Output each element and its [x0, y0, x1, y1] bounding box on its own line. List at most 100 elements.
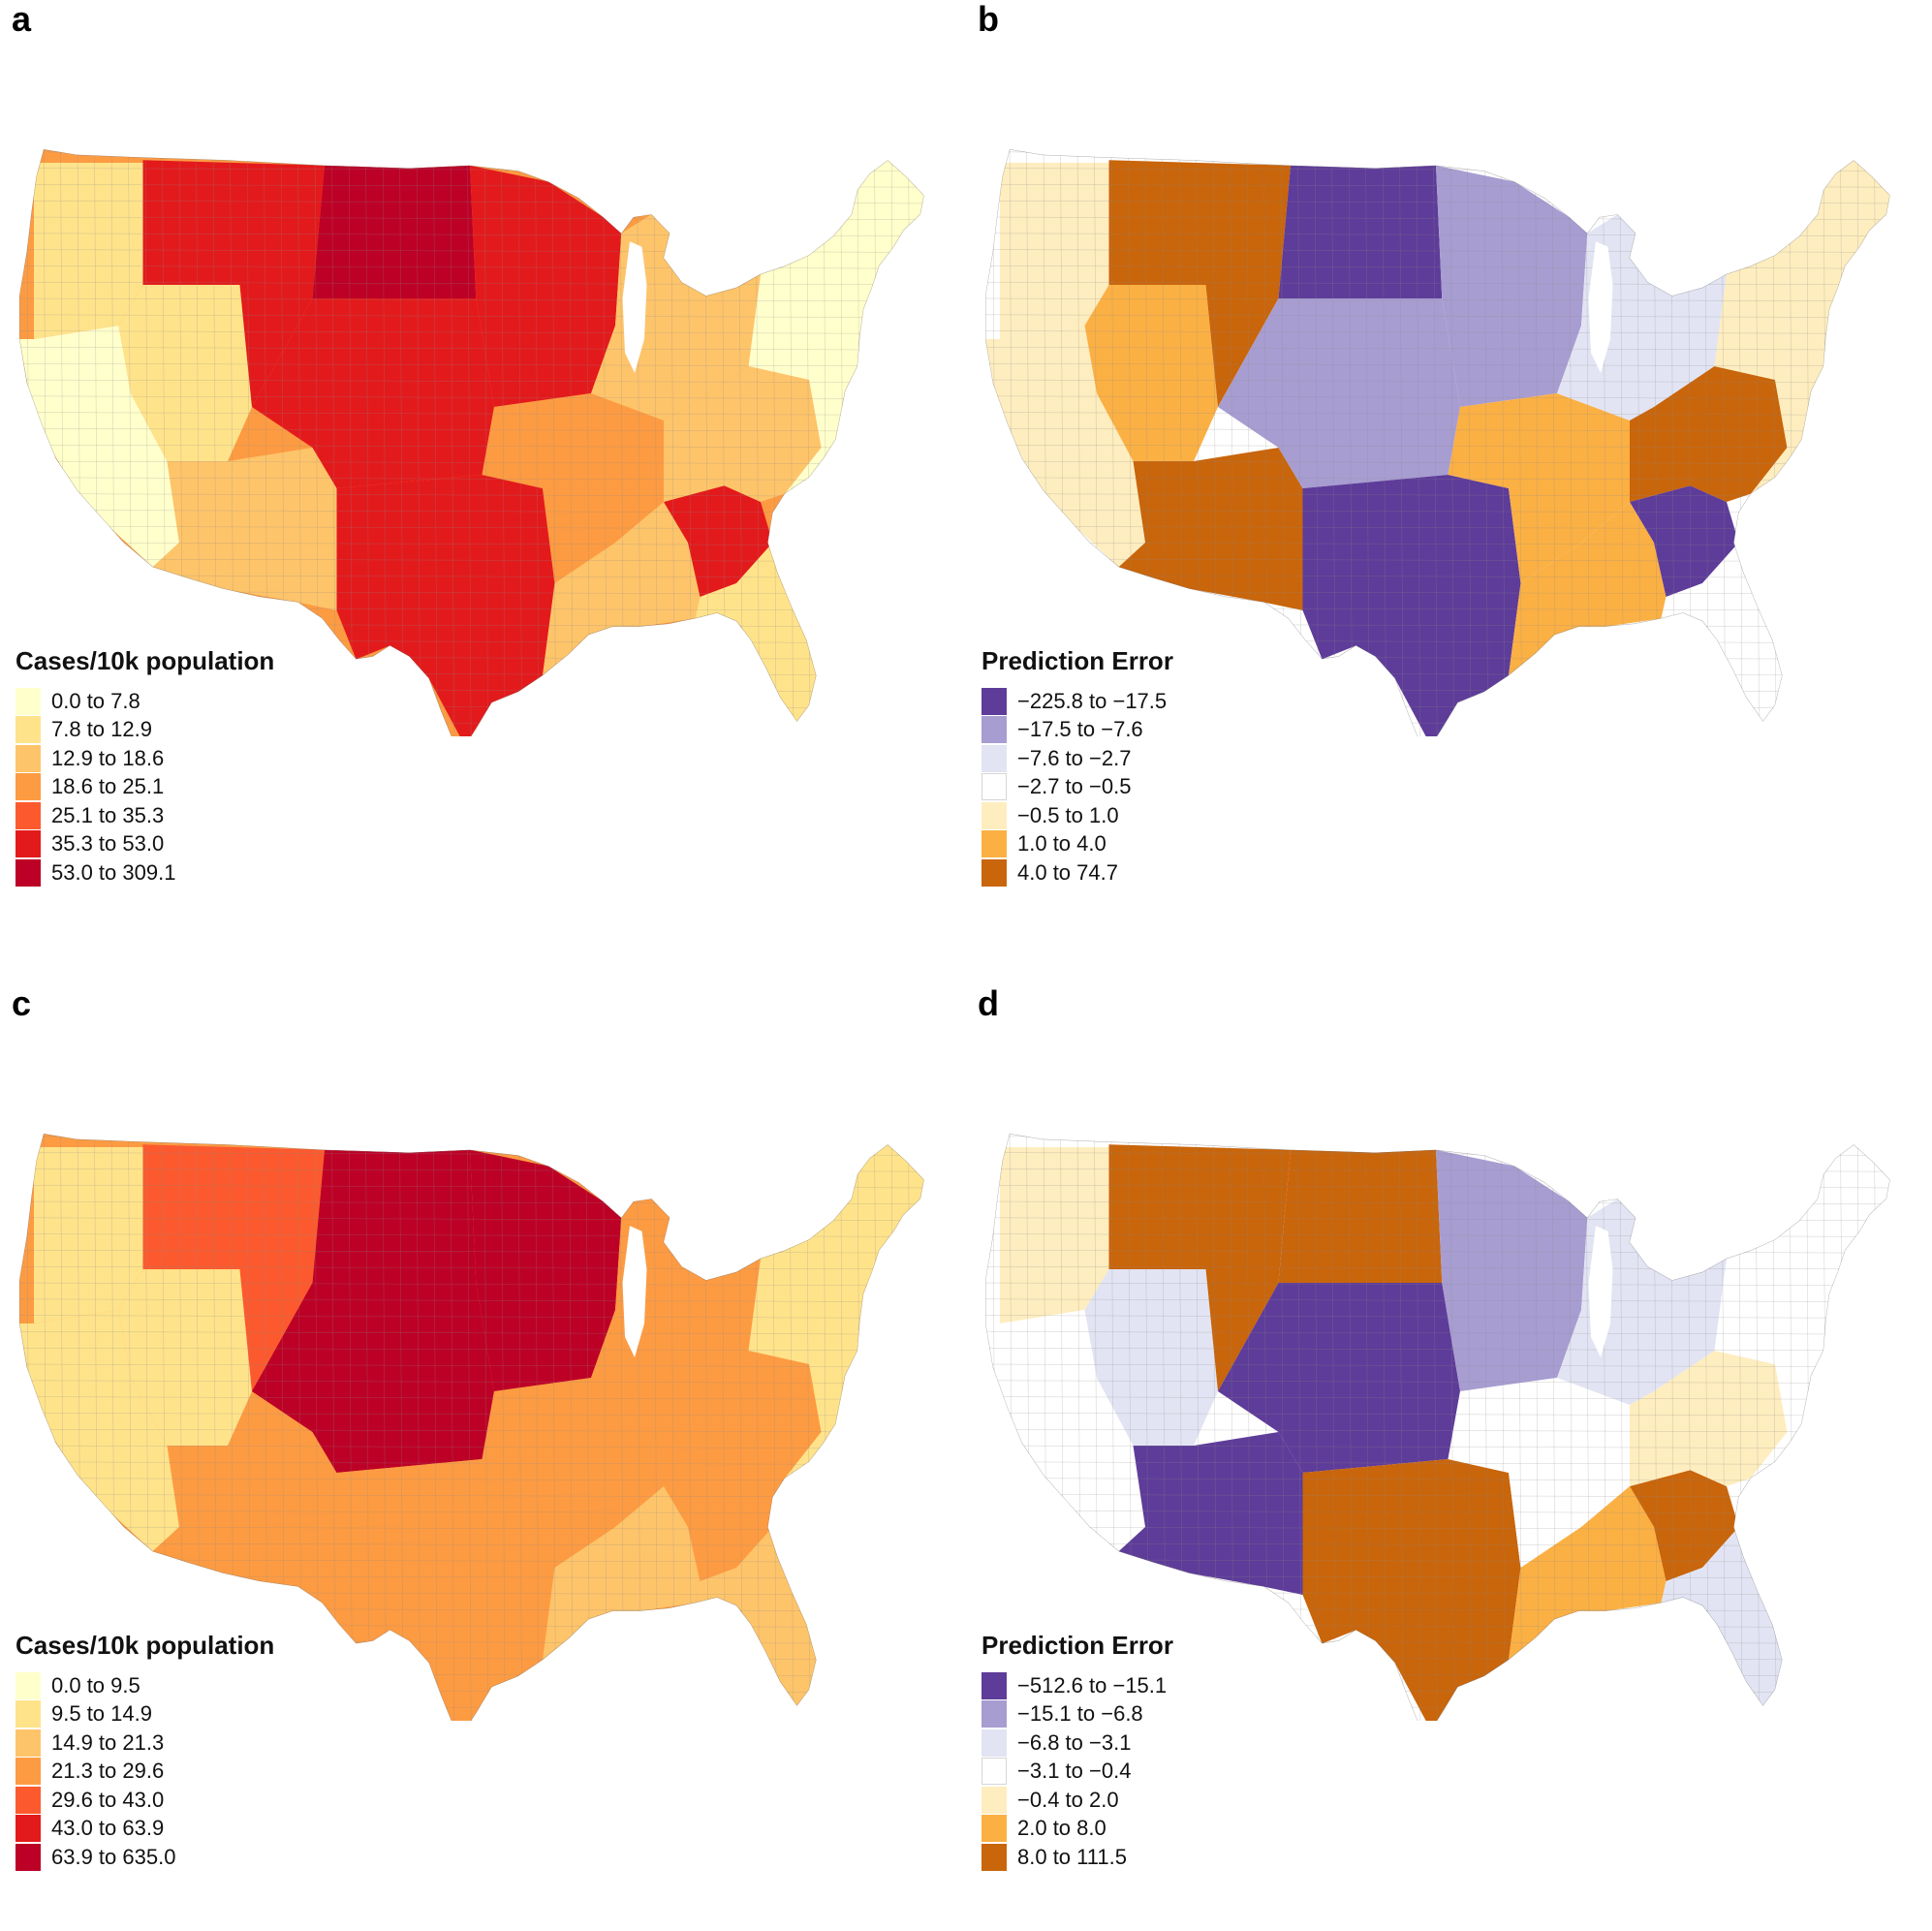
region-west-coast — [19, 326, 179, 568]
region-southeast — [1509, 1486, 1667, 1661]
legend-swatch — [16, 716, 41, 744]
legend-label: 29.6 to 43.0 — [51, 1787, 165, 1812]
us-county-choropleth-map — [985, 1133, 1890, 1721]
legend-item: −0.4 to 2.0 — [982, 1786, 1173, 1815]
region-appalachia — [664, 366, 822, 502]
legend-item: 1.0 to 4.0 — [982, 830, 1173, 859]
legend-swatch — [982, 830, 1007, 858]
legend-label: 14.9 to 21.3 — [51, 1729, 165, 1755]
legend-item: −6.8 to −3.1 — [982, 1729, 1173, 1758]
legend-label: 25.1 to 35.3 — [51, 802, 165, 827]
legend-swatch — [16, 1671, 41, 1699]
lake-michigan — [1588, 1226, 1613, 1357]
legend-item: −0.5 to 1.0 — [982, 801, 1173, 830]
legend-item: −17.5 to −7.6 — [982, 716, 1173, 745]
legend-label: −17.5 to −7.6 — [1017, 717, 1143, 742]
region-upper-midwest — [1436, 165, 1588, 407]
legend: Prediction Error −512.6 to −15.1 −15.1 t… — [982, 1629, 1173, 1872]
region-southwest — [152, 448, 337, 610]
us-border — [985, 148, 1890, 736]
region-upper-midwest — [1436, 1149, 1588, 1391]
legend-title: Cases/10k population — [16, 1631, 275, 1660]
legend-item: 18.6 to 25.1 — [16, 773, 274, 802]
panel-label: c — [12, 983, 32, 1023]
region-rockies-north — [142, 1144, 325, 1391]
legend-item: 29.6 to 43.0 — [16, 1786, 274, 1815]
region-southwest — [152, 1432, 337, 1595]
legend-item: 21.3 to 29.6 — [16, 1758, 274, 1787]
legend-swatch — [982, 1700, 1007, 1729]
us-county-choropleth-map — [19, 1133, 924, 1721]
legend-label: 53.0 to 309.1 — [51, 859, 176, 885]
region-mid-south — [1448, 1378, 1630, 1568]
region-upper-midwest — [470, 165, 622, 407]
region-west-coast — [19, 1310, 179, 1552]
legend-label: 63.9 to 635.0 — [51, 1844, 176, 1869]
legend-item: 25.1 to 35.3 — [16, 801, 274, 830]
region-rockies-north — [1108, 160, 1291, 407]
legend-item: −512.6 to −15.1 — [982, 1671, 1173, 1700]
legend-label: 8.0 to 111.5 — [1017, 1844, 1127, 1869]
us-border — [19, 148, 924, 736]
legend-label: 0.0 to 9.5 — [51, 1672, 140, 1697]
legend-item: −3.1 to −0.4 — [982, 1758, 1173, 1787]
region-northeast — [1714, 1144, 1890, 1479]
legend-swatch — [16, 1758, 41, 1786]
legend-swatch — [982, 801, 1007, 829]
region-florida — [695, 543, 817, 722]
region-central-plains — [252, 1283, 494, 1473]
region-appalachia — [664, 1351, 822, 1486]
legend-label: 43.0 to 63.9 — [51, 1816, 165, 1841]
legend-swatch — [982, 744, 1007, 772]
legend-label: 1.0 to 4.0 — [1017, 831, 1106, 856]
legend-item: −7.6 to −2.7 — [982, 744, 1173, 773]
legend-item: −225.8 to −17.5 — [982, 687, 1173, 716]
legend-label: 4.0 to 74.7 — [1017, 859, 1118, 885]
legend-swatch — [16, 1729, 41, 1757]
legend-label: −15.1 to −6.8 — [1017, 1701, 1143, 1727]
region-northeast — [1714, 160, 1890, 494]
legend-label: −3.1 to −0.4 — [1017, 1759, 1132, 1784]
region-pacific-nw — [1000, 1147, 1109, 1324]
region-florida — [1661, 543, 1783, 722]
legend-swatch — [982, 716, 1007, 744]
legend-item: 2.0 to 8.0 — [982, 1815, 1173, 1844]
region-texas — [336, 1458, 555, 1721]
region-rockies-north — [1108, 1144, 1291, 1391]
legend-swatch — [16, 1786, 41, 1814]
region-georgia — [1630, 485, 1739, 597]
region-texas — [1302, 474, 1521, 736]
region-southeast — [543, 502, 701, 676]
region-central-plains — [252, 298, 494, 488]
region-great-basin — [1084, 285, 1218, 461]
legend-label: −0.5 to 1.0 — [1017, 802, 1119, 827]
legend-label: −0.4 to 2.0 — [1017, 1787, 1119, 1812]
legend-swatch — [16, 801, 41, 829]
region-northeast — [748, 160, 924, 494]
region-west-coast — [985, 1310, 1145, 1552]
legend: Prediction Error −225.8 to −17.5 −17.5 t… — [982, 644, 1173, 888]
region-great-basin — [118, 285, 252, 461]
region-pacific-nw — [34, 1147, 143, 1324]
legend-swatch — [982, 1729, 1007, 1757]
lake-michigan — [622, 1226, 647, 1357]
legend-swatch — [982, 773, 1007, 801]
legend-swatch — [982, 1815, 1007, 1843]
legend-title: Cases/10k population — [16, 646, 275, 675]
legend-item: 43.0 to 63.9 — [16, 1815, 274, 1844]
region-mid-south — [482, 1378, 664, 1568]
legend-label: 12.9 to 18.6 — [51, 745, 165, 770]
region-southwest — [1118, 1432, 1303, 1595]
legend-label: 9.5 to 14.9 — [51, 1701, 152, 1727]
panel-label: b — [978, 0, 999, 39]
region-northern-plains — [1278, 165, 1443, 298]
legend-swatch — [16, 858, 41, 887]
region-northeast — [748, 1144, 924, 1479]
legend-swatch — [982, 1758, 1007, 1786]
legend-swatch — [16, 830, 41, 858]
region-southwest — [1118, 448, 1303, 610]
legend-swatch — [16, 744, 41, 772]
panel-d: d Prediction Error −512.6 to −15.1 −15.1… — [966, 984, 1932, 1931]
region-appalachia — [1630, 1351, 1788, 1486]
legend-swatch — [982, 1843, 1007, 1871]
